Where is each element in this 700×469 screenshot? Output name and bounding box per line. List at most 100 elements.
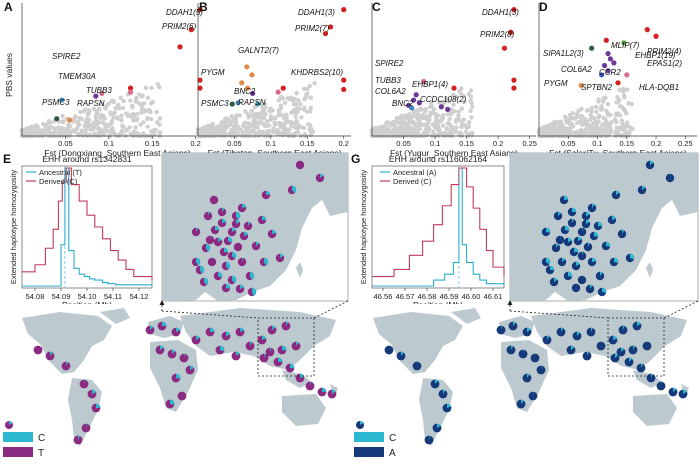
population-pie: [221, 283, 231, 293]
x-tick-label: 0.2: [493, 139, 503, 148]
highlight-point: [421, 78, 427, 85]
background-point: [111, 111, 116, 116]
pie-slice: [590, 284, 593, 289]
background-point: [591, 132, 597, 137]
background-point: [129, 113, 134, 118]
x-tick-label: 0.2: [651, 139, 661, 148]
background-point: [119, 128, 125, 134]
background-point: [405, 121, 411, 126]
highlight-point: [644, 27, 650, 33]
ehh-curve-ancestral: [22, 167, 153, 287]
background-point: [445, 127, 450, 132]
population-pie: [215, 345, 225, 355]
pie-slice: [92, 389, 97, 394]
pie-slice: [437, 423, 441, 428]
x-tick-label: 0.15: [145, 139, 160, 148]
background-point: [551, 119, 557, 125]
population-pie: [632, 321, 642, 331]
population-pie: [665, 173, 675, 183]
background-point: [463, 129, 469, 135]
background-point: [589, 105, 594, 111]
population-pie: [678, 389, 688, 399]
population-pie: [45, 351, 55, 361]
pie-slice: [264, 353, 266, 358]
background-point: [99, 101, 104, 106]
background-point: [119, 113, 124, 118]
population-pie: [233, 242, 243, 252]
population-pie: [642, 341, 652, 351]
population-pie: [205, 235, 215, 245]
background-point: [382, 124, 388, 129]
pie-slice: [50, 351, 53, 356]
background-point: [567, 121, 572, 126]
pie-slice: [286, 321, 289, 326]
pie-slice: [546, 227, 551, 233]
pie-slice: [556, 243, 559, 248]
background-point: [461, 93, 466, 98]
pie-slice: [613, 335, 618, 340]
gene-label: PSMC3: [42, 98, 70, 107]
population-pie: [571, 261, 581, 271]
pie-slice: [572, 207, 577, 212]
gene-label: KHDRBS2(10): [291, 68, 343, 77]
background-point: [426, 117, 431, 123]
world-map-h: [351, 304, 700, 469]
pie-slice: [614, 257, 619, 264]
background-point: [226, 117, 231, 123]
background-point: [389, 122, 395, 127]
pie-slice: [630, 253, 635, 260]
population-pie: [273, 357, 283, 367]
population-pie: [295, 160, 305, 170]
background-point: [136, 101, 142, 106]
pie-slice: [594, 231, 599, 237]
gene-label: TUBB3: [375, 76, 401, 85]
population-pie: [219, 247, 229, 257]
highlight-point: [589, 45, 595, 51]
background-point: [420, 122, 425, 127]
background-point: [431, 107, 437, 112]
gene-label: BNC2: [234, 87, 256, 96]
pie-slice: [232, 275, 237, 284]
background-point: [93, 116, 99, 121]
background-point: [307, 83, 313, 89]
background-point: [237, 113, 243, 118]
pie-slice: [240, 327, 245, 332]
background-point: [237, 126, 242, 132]
population-pie: [559, 195, 569, 205]
background-point: [83, 107, 88, 112]
pie-slice: [320, 173, 324, 178]
pie-slice: [244, 231, 248, 236]
population-pie: [327, 389, 337, 399]
background-point: [117, 106, 122, 111]
pie-slice: [591, 327, 593, 332]
population-pie: [589, 231, 599, 241]
highlight-point: [409, 105, 415, 111]
ehh-curve-ancestral: [372, 167, 505, 287]
population-pie: [205, 327, 215, 337]
background-point: [628, 125, 633, 131]
population-pie: [287, 185, 297, 195]
pie-slice: [621, 347, 625, 352]
background-point: [249, 108, 254, 114]
pie-slice: [332, 389, 336, 394]
pie-slice: [568, 237, 572, 242]
population-pie: [646, 373, 656, 383]
population-pie: [261, 190, 271, 200]
background-point: [449, 107, 454, 112]
background-point: [454, 125, 459, 130]
background-point: [585, 108, 590, 113]
gene-label: EHBP1(19): [635, 51, 676, 60]
background-point: [293, 114, 298, 119]
background-point: [282, 100, 288, 105]
china-map-g: [509, 152, 699, 302]
population-pie: [213, 237, 223, 247]
background-point: [603, 133, 608, 138]
pie-slice: [242, 203, 247, 208]
population-pie: [551, 243, 561, 253]
background-point: [629, 101, 634, 107]
background-point: [621, 127, 626, 132]
pie-slice: [232, 251, 237, 259]
background-point: [422, 129, 427, 135]
